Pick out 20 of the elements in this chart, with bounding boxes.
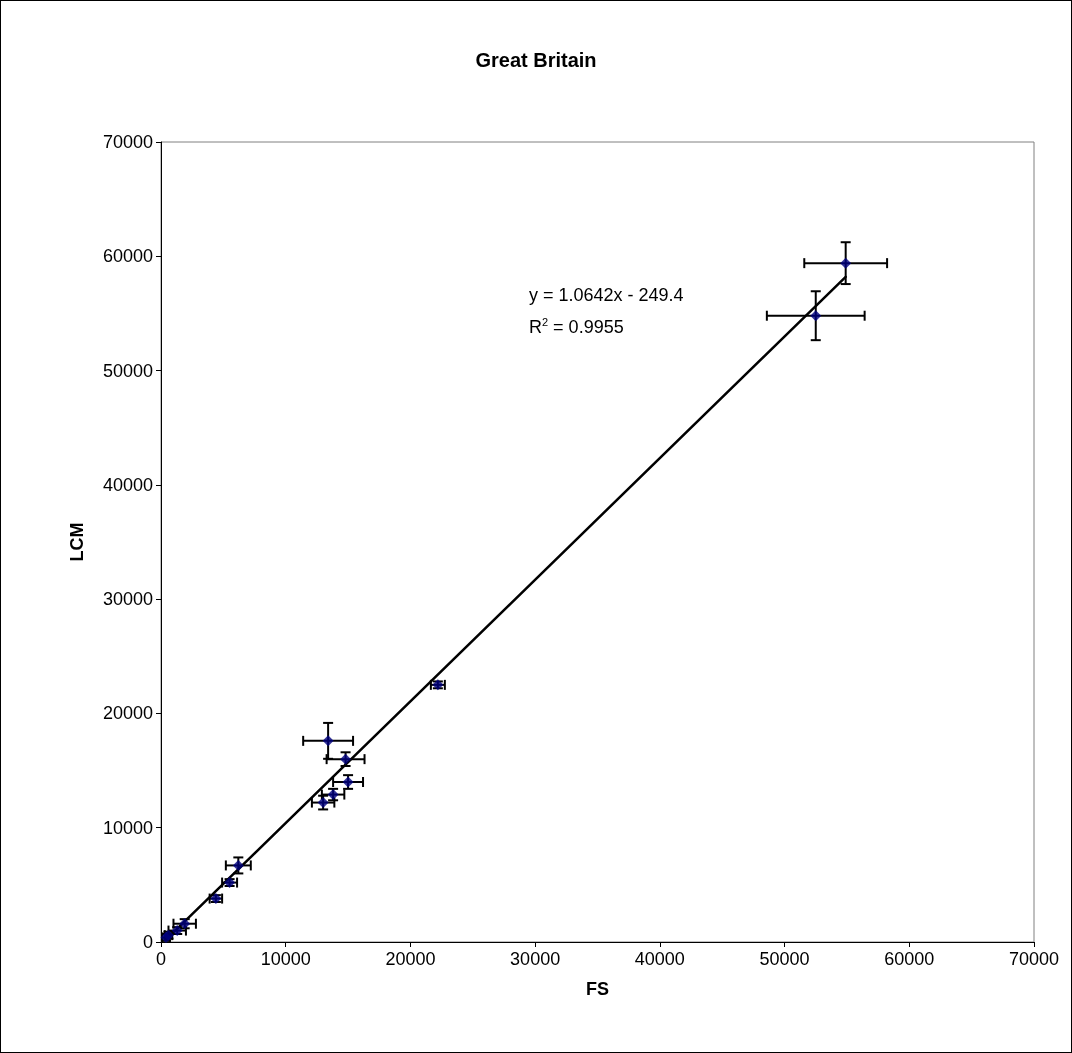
y-tick-label: 30000	[102, 589, 153, 610]
x-axis-title: FS	[585, 979, 610, 999]
y-tick-label: 70000	[102, 132, 153, 152]
x-tick-label: 50000	[759, 949, 810, 969]
chart-title: Great Britain	[475, 49, 597, 71]
y-tick-label: 50000	[102, 360, 153, 381]
y-tick-label: 40000	[102, 474, 153, 495]
y-tick-label: 10000	[102, 817, 153, 838]
y-tick-label: 60000	[102, 246, 153, 267]
y-tick-label: 0	[142, 932, 153, 952]
x-tick-label: 40000	[634, 949, 685, 969]
x-tick-label: 60000	[884, 949, 935, 969]
x-tick-label: 0	[155, 949, 167, 969]
x-tick-label: 30000	[510, 949, 561, 969]
x-tick-label: 10000	[260, 949, 311, 969]
y-axis-title: LCM	[67, 522, 87, 562]
annotation: y = 1.0642x - 249.4	[529, 285, 684, 305]
y-tick-label: 20000	[102, 703, 153, 724]
x-tick-label: 20000	[385, 949, 436, 969]
x-tick-label: 70000	[1008, 949, 1060, 969]
